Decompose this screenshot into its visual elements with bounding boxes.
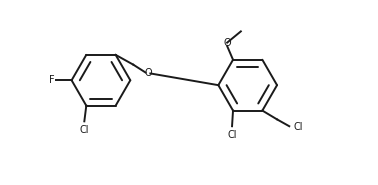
Text: F: F xyxy=(49,75,55,85)
Text: Cl: Cl xyxy=(80,125,89,135)
Text: O: O xyxy=(144,68,152,78)
Text: Cl: Cl xyxy=(294,122,303,132)
Text: Cl: Cl xyxy=(227,130,237,140)
Text: O: O xyxy=(223,38,231,48)
